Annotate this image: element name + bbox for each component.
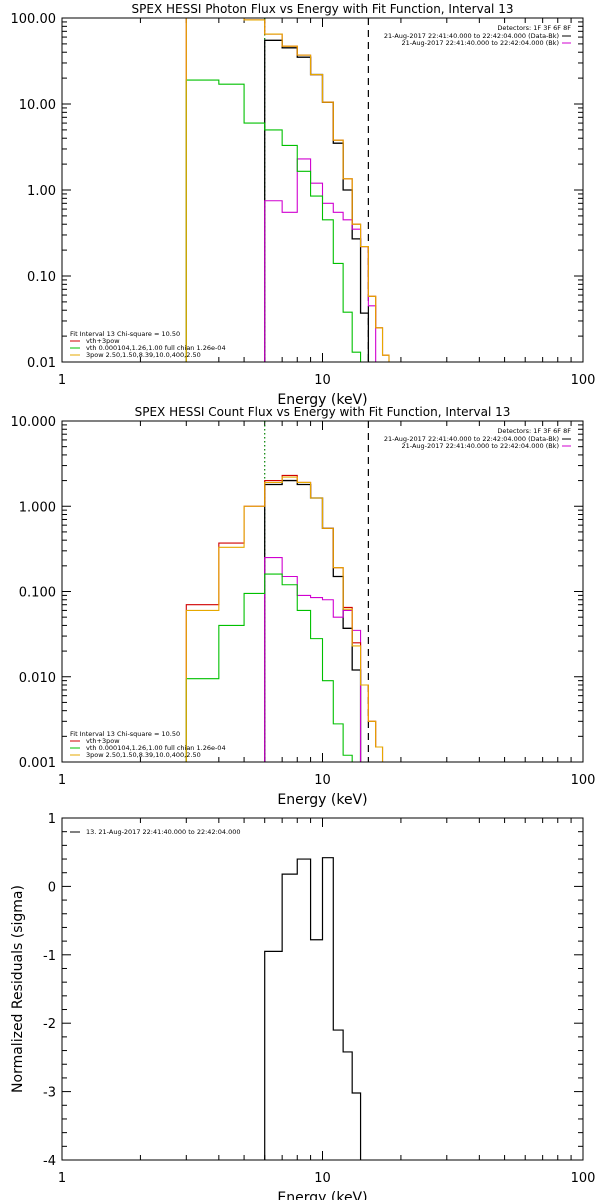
legend-detectors: Detectors: 1F 3F 6F 8F [497,427,571,435]
x-tick-label: 10 [314,1171,331,1186]
series-2-line [264,557,362,762]
chart-panel-3: 1 10 100 -4 -3 -2 -1 0 1 Energy (keV) Normalized R… [10,812,595,1200]
chart-panel-2: SPEX HESSI Count Flux vs Energy with Fit… [11,405,596,808]
x-axis-label: Energy (keV) [277,392,367,408]
series-group [185,474,389,762]
series-1-line [264,479,362,762]
series-4-line [185,79,362,362]
y-tick-label: -4 [43,1154,56,1169]
y-tick-label: 10.000 [11,415,57,430]
legend-fit-header: Fit Interval 13 Chi-square = 10.50 [70,330,180,338]
plot-frame [61,420,584,763]
y-tick-label: 0.01 [27,356,56,371]
y-tick-label: -3 [43,1086,56,1101]
chart-title: SPEX HESSI Photon Flux vs Energy with Fi… [132,2,514,16]
legend-top-entry: 21-Aug-2017 22:41:40.000 to 22:42:04.000… [402,442,559,450]
series-3-line [185,474,389,762]
x-tick-label: 1 [58,373,66,388]
legend-fit-entry: 13. 21-Aug-2017 22:41:40.000 to 22:42:04… [86,828,241,836]
legend-top-entry: 21-Aug-2017 22:41:40.000 to 22:42:04.000… [402,39,559,47]
y-tick-label: 0.10 [27,270,56,285]
x-tick-label: 100 [571,773,596,788]
chart-title: SPEX HESSI Count Flux vs Energy with Fit… [135,405,511,419]
series-group [264,857,362,1160]
plot-frame [61,17,584,363]
x-tick-label: 100 [571,1171,596,1186]
legend-fit-entry: vth+3pow [86,737,120,745]
y-tick-label: 100.00 [11,12,57,27]
series-4-line [185,573,353,762]
x-tick-label: 100 [571,373,596,388]
y-tick-label: 1.00 [27,184,56,199]
plot-frame [61,817,584,1161]
x-axis-label: Energy (keV) [277,792,367,808]
y-tick-label: 0 [48,880,56,895]
x-tick-label: 10 [314,773,331,788]
chart-panel-1: SPEX HESSI Photon Flux vs Energy with Fi… [11,2,596,408]
y-tick-label: 0.001 [19,756,56,771]
legend-fit-entry: 3pow 2.50,1.50,8.39,10.0,400,2.50 [86,351,201,359]
y-tick-label: 0.100 [19,586,56,601]
y-tick-label: 1.000 [19,500,56,515]
series-group [185,18,390,362]
legend-fit-entry: vth 0.000104,1.26,1.00 full chian 1.26e-… [86,744,226,752]
legend-fit-entry: vth 0.000104,1.26,1.00 full chian 1.26e-… [86,344,226,352]
legend-top-entry: 21-Aug-2017 22:41:40.000 to 22:42:04.000… [384,32,559,40]
legend-detectors: Detectors: 1F 3F 6F 8F [497,24,571,32]
x-axis-label: Energy (keV) [277,1190,367,1200]
y-axis-label: Normalized Residuals (sigma) [10,885,26,1093]
y-axis-ticks [62,420,583,763]
y-tick-label: -1 [43,949,56,964]
y-tick-label: -2 [43,1017,56,1032]
y-tick-label: 1 [48,812,56,827]
series-5-line [185,18,390,362]
series-2-line [264,158,377,362]
y-tick-label: 10.00 [19,98,56,113]
x-axis-ticks [61,421,584,762]
legend-fit-header: Fit Interval 13 Chi-square = 10.50 [70,730,180,738]
series-1-line [264,857,362,1160]
legend-fit-entry: 3pow 2.50,1.50,8.39,10.0,400,2.50 [86,751,201,759]
series-5-line [185,476,389,762]
y-tick-label: 0.010 [19,671,56,686]
x-tick-label: 1 [58,773,66,788]
legend-top-entry: 21-Aug-2017 22:41:40.000 to 22:42:04.000… [384,435,559,443]
x-tick-label: 10 [314,373,331,388]
legend-fit-entry: vth+3pow [86,337,120,345]
series-3-line [185,18,390,362]
x-tick-label: 1 [58,1171,66,1186]
